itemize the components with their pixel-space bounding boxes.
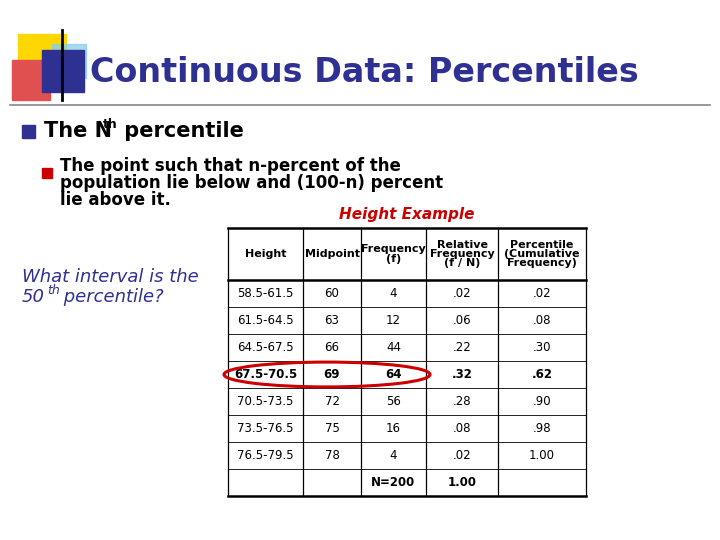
Text: th: th [103,118,118,132]
Text: .30: .30 [533,341,552,354]
Text: (f): (f) [386,253,401,264]
Bar [42,168,52,178]
Text: .62: .62 [531,368,552,381]
Text: 44: 44 [386,341,401,354]
Text: 56: 56 [386,395,401,408]
Text: 69: 69 [324,368,341,381]
Text: 4: 4 [390,287,397,300]
Text: Height Example: Height Example [339,207,474,222]
Text: Midpoint: Midpoint [305,249,359,259]
Text: .02: .02 [453,449,472,462]
Text: .08: .08 [453,422,472,435]
Text: What interval is the: What interval is the [22,268,199,286]
Text: 16: 16 [386,422,401,435]
Text: 63: 63 [325,314,339,327]
Text: percentile?: percentile? [58,288,163,306]
Text: Relative: Relative [436,240,487,250]
Text: lie above it.: lie above it. [60,191,171,209]
Text: .32: .32 [451,368,472,381]
Text: .90: .90 [533,395,552,408]
Bar [52,44,86,78]
Bar [22,125,35,138]
Text: 72: 72 [325,395,340,408]
Text: The point such that n-percent of the: The point such that n-percent of the [60,157,401,175]
Text: .28: .28 [453,395,472,408]
Text: 58.5-61.5: 58.5-61.5 [238,287,294,300]
Text: 66: 66 [325,341,340,354]
Text: 60: 60 [325,287,339,300]
Text: Height: Height [245,249,287,259]
Text: population lie below and (100-n) percent: population lie below and (100-n) percent [60,174,443,192]
Text: Frequency): Frequency) [507,258,577,268]
Text: .02: .02 [533,287,552,300]
Text: 64: 64 [385,368,402,381]
Text: 1.00: 1.00 [448,476,477,489]
Text: 1.00: 1.00 [529,449,555,462]
Text: 61.5-64.5: 61.5-64.5 [237,314,294,327]
Text: 73.5-76.5: 73.5-76.5 [238,422,294,435]
Text: 70.5-73.5: 70.5-73.5 [238,395,294,408]
Text: 4: 4 [390,449,397,462]
Text: 64.5-67.5: 64.5-67.5 [237,341,294,354]
Text: th: th [47,285,60,298]
Text: 12: 12 [386,314,401,327]
Text: .02: .02 [453,287,472,300]
Text: Frequency: Frequency [361,245,426,254]
Text: .08: .08 [533,314,552,327]
Text: .22: .22 [453,341,472,354]
Bar [42,50,84,92]
Text: (Cumulative: (Cumulative [504,249,580,259]
Text: .06: .06 [453,314,472,327]
Text: .98: .98 [533,422,552,435]
Text: The N: The N [44,121,112,141]
Text: 50: 50 [22,288,45,306]
Text: percentile: percentile [117,121,244,141]
Text: 67.5-70.5: 67.5-70.5 [234,368,297,381]
Text: Continuous Data: Percentiles: Continuous Data: Percentiles [90,56,639,89]
Text: 76.5-79.5: 76.5-79.5 [237,449,294,462]
Bar [12,60,50,100]
Text: Frequency: Frequency [430,249,495,259]
Bar [18,34,66,82]
Text: Percentile: Percentile [510,240,574,250]
Text: N=200: N=200 [372,476,415,489]
Text: (f / N): (f / N) [444,258,480,268]
Text: 78: 78 [325,449,339,462]
Text: 75: 75 [325,422,339,435]
